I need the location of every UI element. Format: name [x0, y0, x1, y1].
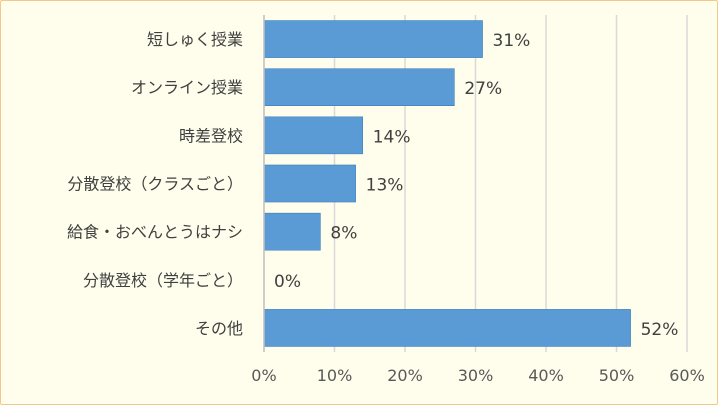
value-label: 14% — [373, 127, 411, 147]
x-tick-label: 0% — [251, 366, 276, 385]
bar — [263, 20, 483, 58]
value-label: 0% — [274, 272, 301, 292]
x-tick-label: 30% — [458, 366, 494, 385]
labels: 0% 10% 20% 30% 40% 50% 60% 短しゅく授業 31% オンライン授業 27% 時… — [67, 30, 705, 385]
category-label: 時差登校 — [179, 126, 243, 145]
value-label: 13% — [366, 176, 404, 196]
category-label: 給食・おべんとうはナシ — [67, 223, 243, 242]
bar — [263, 68, 455, 106]
category-label: オンライン授業 — [131, 78, 243, 97]
bars — [263, 20, 631, 347]
category-label: 分散登校（クラスごと） — [67, 175, 243, 194]
x-tick-label: 60% — [669, 366, 705, 385]
category-label: その他 — [195, 319, 243, 338]
value-label: 52% — [641, 320, 679, 340]
value-label: 27% — [464, 79, 502, 99]
bar — [263, 116, 363, 155]
bar — [263, 164, 356, 203]
category-label: 分散登校（学年ごと） — [83, 271, 243, 290]
category-label: 短しゅく授業 — [147, 30, 243, 49]
bar — [263, 212, 321, 251]
x-tick-label: 20% — [387, 366, 423, 385]
x-tick-label: 50% — [599, 366, 635, 385]
bar — [263, 309, 631, 347]
value-label: 8% — [330, 224, 357, 244]
x-tick-label: 40% — [528, 366, 564, 385]
x-tick-label: 10% — [317, 366, 353, 385]
value-label: 31% — [493, 31, 531, 51]
